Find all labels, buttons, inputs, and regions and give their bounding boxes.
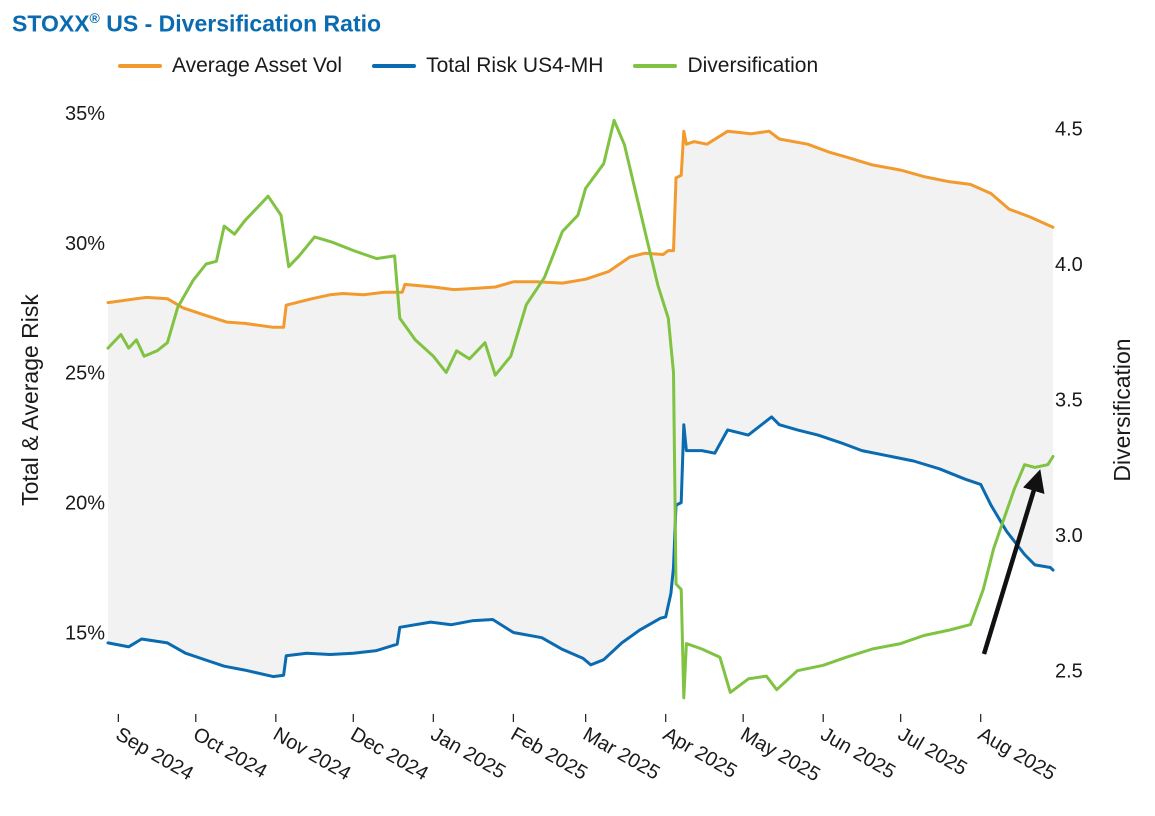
x-tick-label: Aug 2025	[974, 723, 1059, 785]
left-y-tick-label: 30%	[65, 233, 105, 255]
x-tick-label: Nov 2024	[269, 723, 354, 785]
x-tick-label: Mar 2025	[579, 723, 663, 784]
x-tick-label: Dec 2024	[347, 723, 432, 785]
right-y-tick-label: 3.5	[1055, 390, 1083, 412]
left-y-axis-title: Total & Average Risk	[17, 294, 43, 506]
series-line-total-risk-us4-mh	[106, 415, 1055, 679]
legend-swatch-average-asset-vol	[118, 64, 162, 68]
x-tick-label: Jun 2025	[817, 723, 899, 783]
x-tick-label: Jul 2025	[894, 723, 970, 780]
right-y-axis-title: Diversification	[1109, 338, 1135, 481]
risk-gap-area-layer	[108, 131, 1053, 677]
legend-label-diversification: Diversification	[687, 54, 819, 77]
legend-item-average-asset-vol: Average Asset Vol	[118, 54, 342, 78]
x-tick-label: Feb 2025	[507, 723, 591, 784]
series-line-diversification	[106, 118, 1055, 700]
x-tick-label: May 2025	[737, 723, 824, 786]
right-y-tick-label: 2.5	[1055, 661, 1083, 683]
legend-swatch-diversification	[633, 64, 678, 68]
left-y-tick-label: 20%	[65, 493, 105, 515]
legend-swatch-total-risk	[372, 64, 417, 68]
right-y-tick-label: 4.5	[1055, 118, 1083, 140]
left-y-tick-label: 25%	[65, 363, 105, 385]
right-y-tick-label: 3.0	[1055, 525, 1083, 547]
right-y-tick-label: 4.0	[1055, 254, 1083, 276]
x-tick-label: Jan 2025	[427, 723, 509, 783]
x-tick-label: Apr 2025	[659, 723, 740, 783]
legend-item-diversification: Diversification	[633, 54, 818, 78]
legend-label-average-asset-vol: Average Asset Vol	[172, 54, 343, 77]
chart-title: STOXX® US - Diversification Ratio	[12, 10, 382, 37]
legend-label-total-risk: Total Risk US4-MH	[426, 54, 604, 77]
series-line-average-asset-vol	[106, 129, 1055, 329]
series-lines-layer	[106, 118, 1055, 700]
left-y-tick-label: 35%	[65, 103, 105, 125]
x-tick-label: Oct 2024	[189, 723, 270, 783]
left-y-tick-label: 15%	[65, 622, 105, 644]
risk-gap-shaded-area	[108, 131, 1053, 677]
annotation-layer	[981, 469, 1045, 655]
legend-item-total-risk: Total Risk US4-MH	[372, 54, 603, 78]
legend: Average Asset Vol Total Risk US4-MH Dive…	[118, 54, 818, 78]
x-tick-label: Sep 2024	[112, 723, 197, 785]
annotation-arrow	[981, 469, 1045, 655]
